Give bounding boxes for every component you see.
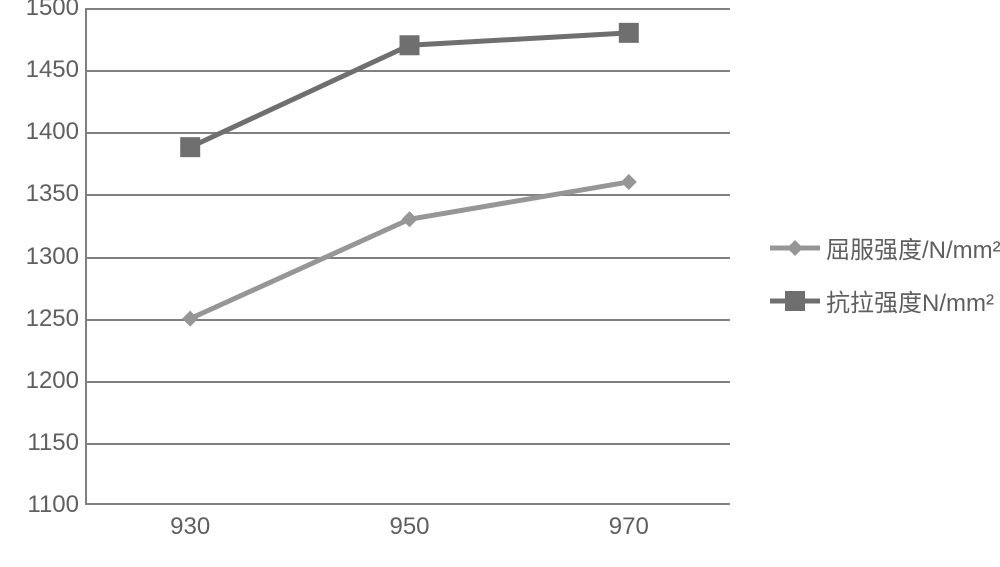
y-tick-label: 1100 bbox=[27, 491, 87, 519]
y-tick-label: 1150 bbox=[27, 429, 87, 457]
legend-swatch-yield bbox=[770, 236, 820, 260]
marker-square bbox=[619, 23, 639, 43]
y-tick-label: 1350 bbox=[26, 180, 87, 208]
marker-diamond bbox=[787, 240, 803, 256]
series-line-yield bbox=[190, 182, 629, 319]
legend: 屈服强度/N/mm² 抗拉强度N/mm² bbox=[770, 230, 1000, 336]
legend-item-yield: 屈服强度/N/mm² bbox=[770, 230, 1000, 265]
x-tick-label: 970 bbox=[609, 503, 649, 541]
legend-swatch-tensile bbox=[770, 289, 820, 313]
y-tick-label: 1400 bbox=[26, 118, 87, 146]
y-tick-label: 1500 bbox=[26, 0, 87, 22]
marker-square bbox=[400, 35, 420, 55]
marker-square bbox=[180, 137, 200, 157]
marker-diamond bbox=[402, 211, 418, 227]
x-tick-label: 950 bbox=[389, 503, 429, 541]
chart-container: 1100 1150 1200 1250 1300 1350 1400 1450 1500 930 9… bbox=[0, 0, 1000, 567]
plot-area: 1100115012001250130013501400145015009309… bbox=[85, 8, 730, 505]
marker-diamond bbox=[621, 174, 637, 190]
marker-diamond bbox=[182, 311, 198, 327]
y-tick-label: 1250 bbox=[26, 305, 87, 333]
x-tick-label: 930 bbox=[170, 503, 210, 541]
legend-label-yield: 屈服强度/N/mm² bbox=[826, 230, 1000, 265]
y-tick-label: 1450 bbox=[26, 56, 87, 84]
marker-square bbox=[785, 291, 805, 311]
y-tick-label: 1200 bbox=[26, 367, 87, 395]
series-svg bbox=[87, 8, 732, 505]
legend-item-tensile: 抗拉强度N/mm² bbox=[770, 283, 1000, 318]
y-tick-label: 1300 bbox=[26, 243, 87, 271]
legend-label-tensile: 抗拉强度N/mm² bbox=[826, 283, 994, 318]
